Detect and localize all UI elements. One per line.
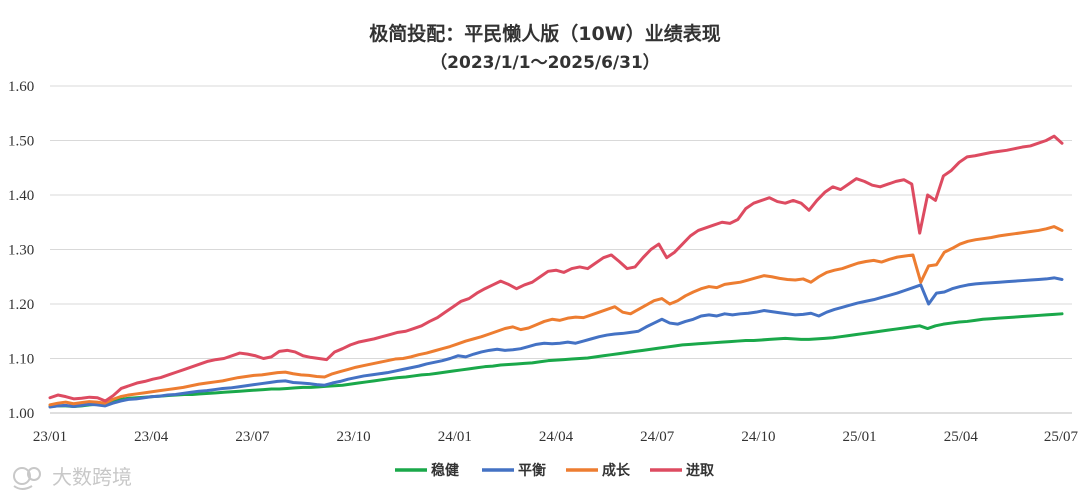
y-tick-label: 1.50 bbox=[8, 134, 34, 150]
y-tick-label: 1.10 bbox=[8, 352, 34, 368]
x-tick-label: 24/04 bbox=[539, 429, 574, 445]
x-tick-label: 24/01 bbox=[438, 429, 472, 445]
x-tick-label: 25/07 bbox=[1044, 429, 1079, 445]
chart-title: 极简投配：平民懒人版（10W）业绩表现 bbox=[369, 22, 720, 45]
grid-lines bbox=[50, 85, 1072, 359]
legend-label: 成长 bbox=[602, 462, 631, 479]
series-line-2 bbox=[48, 225, 1064, 407]
series-line-1 bbox=[48, 276, 1064, 409]
axes: 1.00 1.10 1.20 1.30 1.40 1.50 1.60 23/01 23/04 23… bbox=[8, 79, 1078, 445]
y-tick-label: 1.30 bbox=[8, 243, 34, 259]
x-tick-label: 25/01 bbox=[843, 429, 877, 445]
y-tick-label: 1.20 bbox=[8, 297, 34, 313]
y-tick-label: 1.40 bbox=[8, 188, 34, 204]
legend: 稳健 平衡 成长 进取 bbox=[395, 462, 715, 479]
x-tick-label: 25/04 bbox=[944, 429, 979, 445]
watermark-logo-icon bbox=[13, 467, 41, 490]
watermark-text: 大数跨境 bbox=[52, 465, 132, 489]
x-tick-label: 23/10 bbox=[337, 429, 371, 445]
chart-subtitle: （2023/1/1～2025/6/31） bbox=[430, 52, 660, 73]
x-tick-label: 23/01 bbox=[33, 429, 67, 445]
series-line-0 bbox=[48, 312, 1064, 408]
x-tick-label: 23/04 bbox=[134, 429, 169, 445]
legend-label: 平衡 bbox=[518, 462, 546, 479]
series-line-3 bbox=[48, 134, 1064, 403]
legend-label: 稳健 bbox=[431, 462, 459, 479]
series-lines bbox=[48, 134, 1064, 409]
x-tick-label: 24/07 bbox=[640, 429, 675, 445]
watermark: 大数跨境 bbox=[13, 465, 132, 490]
y-tick-label: 1.60 bbox=[8, 79, 34, 95]
legend-label: 进取 bbox=[686, 463, 715, 479]
x-tick-label: 24/10 bbox=[741, 429, 775, 445]
y-tick-label: 1.00 bbox=[8, 406, 34, 422]
x-tick-label: 23/07 bbox=[235, 429, 270, 445]
